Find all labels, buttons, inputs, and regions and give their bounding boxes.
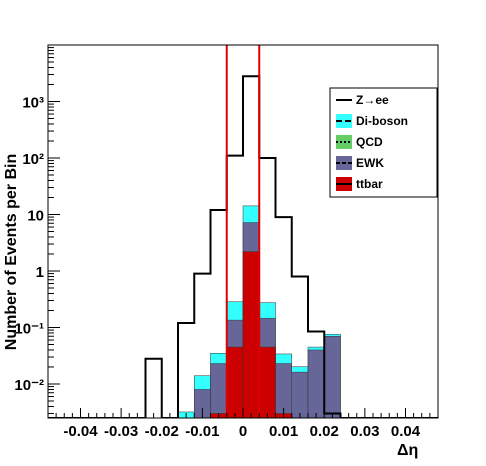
x-tick-label: 0.02 — [310, 423, 339, 440]
x-tick-label: 0.01 — [269, 423, 298, 440]
legend-label-qcd: QCD — [356, 135, 383, 149]
x-axis-label: Δη — [397, 442, 418, 459]
legend: Z→ee Di-boson QCD EWK ttbar — [329, 87, 438, 198]
bar-ewk-16 — [307, 349, 325, 418]
bar-ttbar-12 — [242, 251, 260, 418]
y-axis-label: Number of Events per Bin — [3, 154, 20, 350]
y-tick-label: 10⁻¹ — [14, 320, 44, 337]
legend-label-ttbar: ttbar — [356, 177, 383, 191]
y-tick-label: 10² — [22, 151, 44, 168]
legend-label-ewk: EWK — [356, 156, 384, 170]
y-tick-label: 10 — [27, 207, 44, 224]
y-tick-label: 10³ — [22, 94, 44, 111]
bar-ttbar-11 — [226, 346, 244, 418]
legend-label-diboson: Di-boson — [356, 114, 408, 128]
bar-ttbar-13 — [259, 346, 276, 418]
x-tick-label: 0.04 — [391, 423, 421, 440]
y-tick-label: 10⁻² — [14, 377, 44, 394]
x-tick-label: -0.01 — [185, 423, 219, 440]
x-tick-label: 0.03 — [350, 423, 379, 440]
bar-ewk-17 — [324, 335, 341, 418]
bar-ewk-10 — [210, 363, 227, 418]
axes: Δη Number of Events per Bin -0.04 -0.03 -0… — [3, 44, 439, 459]
x-tick-label: 0 — [239, 423, 247, 440]
x-tick-label: -0.02 — [145, 423, 179, 440]
legend-swatch-diboson — [336, 114, 352, 128]
y-tick-label: 1 — [36, 264, 44, 281]
x-tick-label: -0.03 — [104, 423, 138, 440]
bar-ewk-15 — [291, 371, 309, 418]
legend-label-zee: Z→ee — [356, 93, 389, 107]
plot-content — [48, 75, 438, 418]
plot-area — [48, 45, 438, 418]
x-tick-label: -0.04 — [63, 423, 98, 440]
